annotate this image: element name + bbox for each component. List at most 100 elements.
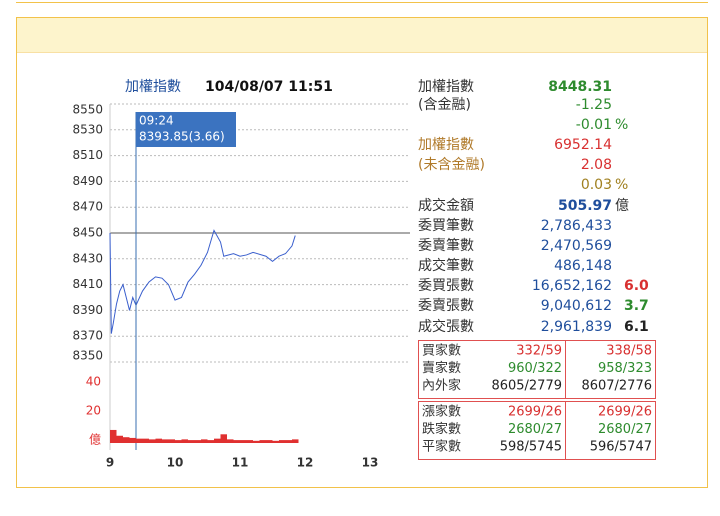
volume-tick-label: 20 bbox=[86, 404, 101, 418]
volume-bar bbox=[207, 440, 214, 443]
panel-value: 8448.31 bbox=[548, 79, 612, 95]
header-rule bbox=[16, 52, 708, 53]
panel-label: (未含金融) bbox=[418, 157, 485, 173]
volume-bar bbox=[266, 440, 273, 443]
x-tick-label: 9 bbox=[106, 456, 114, 470]
volume-bar bbox=[142, 438, 149, 443]
volume-bar bbox=[272, 440, 279, 443]
volume-bar bbox=[110, 429, 117, 443]
breadth-value: 960/322 bbox=[508, 361, 562, 376]
breadth-label: 賣家數 bbox=[422, 360, 461, 376]
y-tick-label: 8550 bbox=[72, 103, 103, 117]
y-tick-label: 8510 bbox=[72, 148, 103, 162]
panel-value: 6952.14 bbox=[554, 137, 612, 153]
x-tick-label: 13 bbox=[362, 456, 379, 470]
panel-label: 加權指數 bbox=[418, 79, 474, 95]
breadth-label: 漲家數 bbox=[422, 404, 461, 420]
breadth-value: 2680/27 bbox=[598, 422, 652, 437]
y-tick-label: 8350 bbox=[72, 349, 103, 363]
y-tick-label: 8530 bbox=[72, 122, 103, 136]
y-tick-label: 8390 bbox=[72, 303, 103, 317]
panel-extra: 6.0 bbox=[624, 278, 649, 294]
breadth-label: 跌家數 bbox=[422, 421, 461, 437]
y-tick-label: 8370 bbox=[72, 329, 103, 343]
breadth-value: 958/323 bbox=[598, 361, 652, 376]
panel-value: 9,040,612 bbox=[541, 298, 612, 314]
y-tick-label: 8450 bbox=[72, 226, 103, 240]
panel-unit: % bbox=[615, 177, 628, 193]
volume-bar bbox=[116, 435, 123, 443]
volume-tick-label: 億 bbox=[89, 433, 101, 447]
panel-label: 委買筆數 bbox=[418, 218, 474, 234]
volume-bar bbox=[149, 439, 156, 443]
panel-label: 加權指數 bbox=[418, 137, 474, 153]
panel-value: 505.97 bbox=[558, 198, 612, 214]
y-tick-label: 8490 bbox=[72, 174, 103, 188]
breadth-value: 8605/2779 bbox=[491, 379, 562, 394]
breadth-value: 332/59 bbox=[516, 344, 562, 359]
breadth-label: 買家數 bbox=[422, 343, 461, 359]
volume-bar bbox=[279, 440, 286, 443]
panel-value: 16,652,162 bbox=[532, 278, 612, 294]
x-tick-label: 10 bbox=[167, 456, 184, 470]
panel-value: 486,148 bbox=[554, 258, 612, 274]
panel-value: 2,786,433 bbox=[541, 218, 612, 234]
breadth-label: 平家數 bbox=[422, 439, 461, 455]
panel-value: -1.25 bbox=[576, 97, 612, 113]
panel-value: 2,470,569 bbox=[541, 238, 612, 254]
chart-subtitle: 104/08/07 11:51 bbox=[205, 79, 333, 95]
breadth-value: 598/5745 bbox=[500, 440, 562, 455]
volume-bar bbox=[246, 440, 253, 443]
tooltip-time: 09:24 bbox=[139, 114, 174, 128]
volume-bar bbox=[181, 439, 188, 443]
volume-bar bbox=[162, 439, 169, 443]
tooltip-value: 8393.85(3.66) bbox=[139, 130, 225, 144]
tooltip-box bbox=[136, 112, 236, 147]
volume-bar bbox=[227, 439, 234, 443]
y-tick-label: 8430 bbox=[72, 251, 103, 265]
volume-bar bbox=[253, 440, 260, 443]
x-tick-label: 12 bbox=[297, 456, 314, 470]
breadth-group bbox=[418, 340, 656, 399]
panel-label: 成交金額 bbox=[418, 197, 474, 214]
panel-label: 委賣張數 bbox=[418, 298, 474, 314]
panel-value: -0.01 bbox=[576, 117, 612, 133]
breadth-group bbox=[418, 401, 656, 460]
panel-label: 成交筆數 bbox=[418, 257, 474, 274]
volume-bar bbox=[129, 437, 136, 443]
header-band bbox=[17, 18, 707, 52]
volume-bar bbox=[292, 439, 299, 443]
panel-unit: % bbox=[615, 117, 628, 133]
panel-label: 成交張數 bbox=[418, 318, 474, 335]
volume-bar bbox=[136, 438, 143, 443]
breadth-value: 2699/26 bbox=[508, 405, 562, 420]
volume-bar bbox=[233, 440, 240, 443]
volume-bar bbox=[220, 434, 227, 443]
panel-value: 2.08 bbox=[581, 157, 612, 173]
volume-bar bbox=[123, 437, 130, 443]
breadth-value: 338/58 bbox=[606, 344, 652, 359]
breadth-value: 2680/27 bbox=[508, 422, 562, 437]
breadth-value: 2699/26 bbox=[598, 405, 652, 420]
breadth-value: 8607/2776 bbox=[581, 379, 652, 394]
panel-extra: 3.7 bbox=[624, 298, 649, 314]
volume-bar bbox=[168, 439, 175, 443]
breadth-label: 內外家 bbox=[422, 378, 461, 394]
price-line bbox=[109, 229, 296, 334]
panel-label: (含金融) bbox=[418, 97, 471, 113]
x-tick-label: 11 bbox=[232, 456, 249, 470]
volume-bar bbox=[259, 440, 266, 443]
volume-bar bbox=[201, 439, 208, 443]
volume-bar bbox=[285, 440, 292, 443]
panel-extra: 6.1 bbox=[624, 319, 649, 335]
volume-bar bbox=[175, 440, 182, 443]
panel-label: 委賣筆數 bbox=[418, 238, 474, 254]
breadth-value: 596/5747 bbox=[590, 440, 652, 455]
main-box bbox=[16, 17, 708, 488]
panel-value: 2,961,839 bbox=[541, 319, 612, 335]
y-tick-label: 8470 bbox=[72, 200, 103, 214]
volume-tick-label: 40 bbox=[86, 375, 101, 389]
panel-label: 委買張數 bbox=[418, 278, 474, 294]
